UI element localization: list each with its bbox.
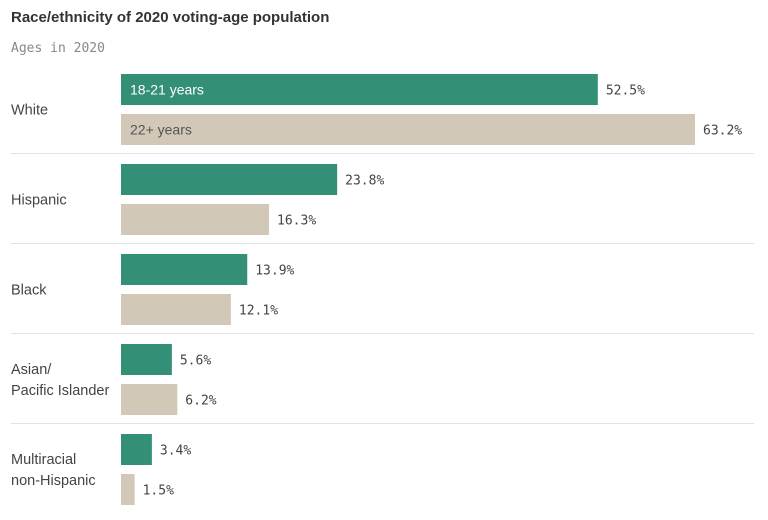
bar	[121, 344, 172, 375]
bar	[121, 204, 270, 235]
legend-label: 22+ years	[130, 122, 192, 138]
chart-subtitle: Ages in 2020	[11, 41, 105, 56]
bar	[121, 254, 248, 285]
bar	[121, 384, 178, 415]
value-label: 16.3%	[277, 214, 316, 229]
value-label: 52.5%	[606, 84, 645, 99]
category-label: Multiracial non-Hispanic	[11, 452, 96, 489]
value-label: 5.6%	[180, 354, 211, 369]
value-label: 1.5%	[143, 484, 174, 499]
category-label: Asian/Pacific Islander	[11, 362, 109, 399]
value-label: 12.1%	[239, 304, 278, 319]
bar	[121, 434, 152, 465]
category-label: Black	[11, 283, 47, 299]
chart-title: Race/ethnicity of 2020 voting-age popula…	[11, 9, 330, 26]
category-label: Hispanic	[11, 193, 67, 209]
value-label: 3.4%	[160, 444, 191, 459]
legend-label: 18-21 years	[130, 82, 204, 98]
bar	[121, 474, 135, 505]
bar	[121, 164, 338, 195]
value-label: 63.2%	[703, 124, 742, 139]
value-label: 23.8%	[345, 174, 384, 189]
category-label: White	[11, 103, 48, 119]
bar	[121, 294, 231, 325]
bar	[121, 74, 598, 105]
bar	[121, 114, 695, 145]
value-label: 6.2%	[185, 394, 216, 409]
value-label: 13.9%	[255, 264, 294, 279]
